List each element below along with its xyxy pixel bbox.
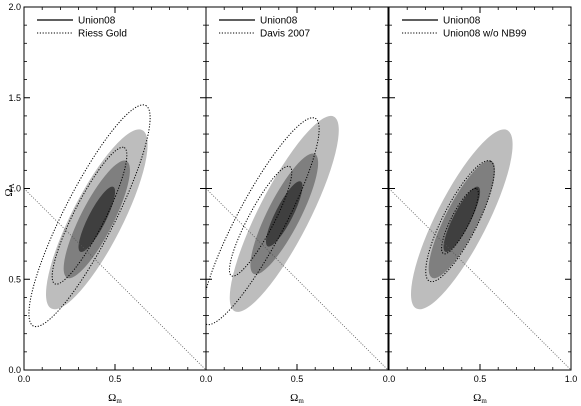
y-tick-label: 0.5 [8,274,21,284]
panel-1: 0.0 0.5 0.0 0.5 1.0 1.5 2.0 Ωm Union08 Riess Gold [8,2,207,405]
y-axis-label: ΩΛ [3,183,16,196]
x-axis-label: Ωm [108,392,122,405]
x-tick-label: 0.5 [291,374,304,384]
x-axis-label-sub: m [298,397,304,405]
x-axis-label: Ωm [290,392,304,405]
flat-universe-line [24,188,206,370]
y-axis-label-sub: Λ [8,183,16,188]
legend-entry-2: Union08 w/o NB99 [443,29,527,40]
contour-dotted-level-1 [425,160,495,283]
contour-dotted-level-1 [206,117,320,326]
legend: Union08 Davis 2007 [219,16,310,40]
legend-entry-1: Union08 [260,16,298,27]
legend-entry-2: Davis 2007 [260,29,310,40]
panel-plot-area [389,129,571,370]
panel-plot-area [24,104,206,370]
x-tick-label: 1.0 [565,374,578,384]
x-tick-label: 0.0 [200,374,213,384]
contour-dotted-level-1 [28,104,151,328]
y-tick-label: 1.0 [8,184,21,194]
contour-dotted-level-2 [51,146,128,285]
y-tick-label: 2.0 [8,2,21,12]
x-tick-label: 0.0 [18,374,31,384]
x-axis-label-main: Ω [290,392,298,404]
legend: Union08 Union08 w/o NB99 [402,16,527,40]
x-tick-label: 0.5 [474,374,487,384]
x-axis-label-sub: m [481,397,487,405]
panel-2: 0.0 0.5 Ωm Union08 Davis 2007 [200,6,389,405]
contour-filled-level-3 [443,186,481,253]
panel-3: 0.0 0.5 1.0 Ωm Union08 Union08 w/o NB99 [383,6,578,405]
x-axis-label-main: Ω [108,392,116,404]
x-axis-label-main: Ω [473,392,481,404]
y-tick-label: 1.5 [8,93,21,103]
x-axis-label: Ωm [473,392,487,405]
legend-entry-1: Union08 [78,16,116,27]
flat-universe-line [206,188,388,370]
x-tick-label: 0.5 [109,374,122,384]
contour-dotted-level-2 [228,165,293,277]
y-tick-label: 0.0 [8,365,21,375]
legend-entry-2: Riess Gold [78,29,127,40]
x-tick-label: 0.0 [383,374,396,384]
legend: Union08 Riess Gold [37,16,127,40]
contour-filled-level-3 [78,186,116,253]
legend-entry-1: Union08 [443,16,481,27]
panel-plot-area [206,115,388,370]
flat-universe-line [389,188,571,370]
contour-filled-level-3 [265,181,303,247]
x-axis-label-sub: m [116,397,122,405]
